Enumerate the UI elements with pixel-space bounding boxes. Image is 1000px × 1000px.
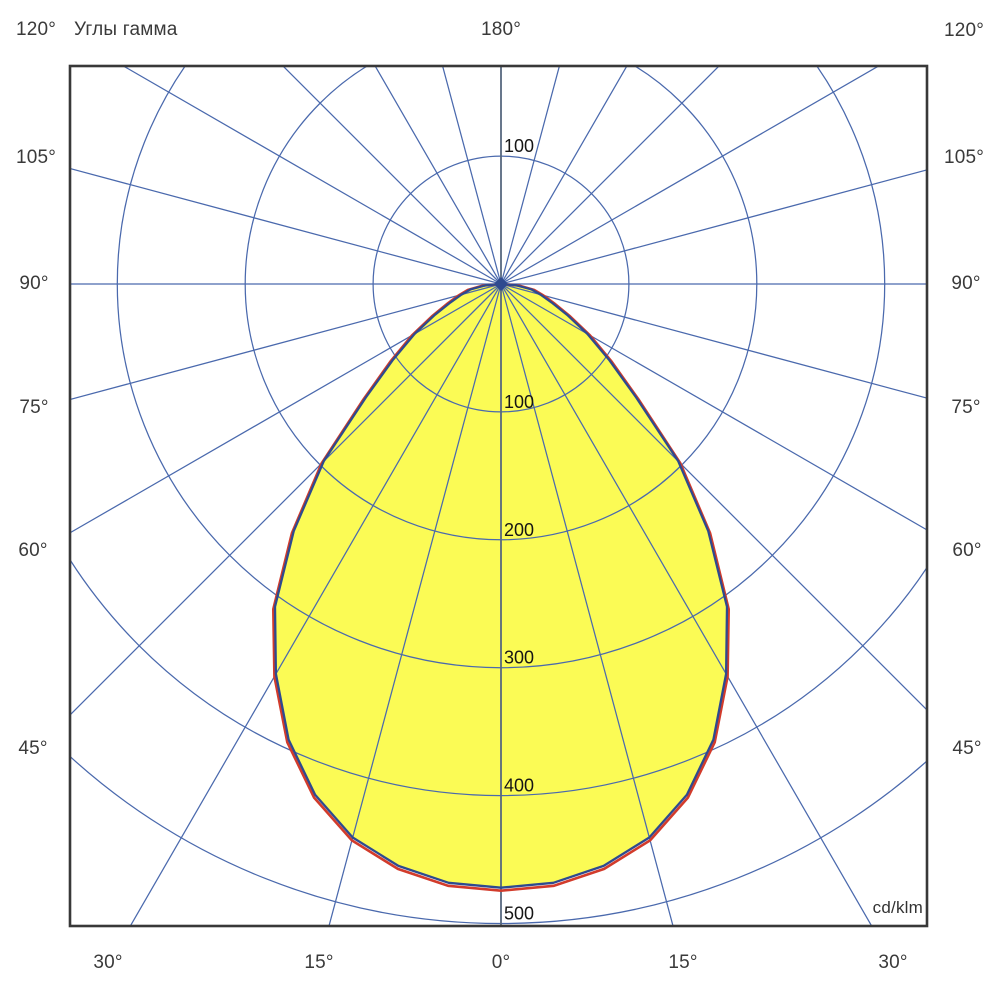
polar-spoke-300 <box>70 283 502 534</box>
polar-center-marker <box>494 277 508 291</box>
chart-title: Углы гамма <box>74 19 178 40</box>
angle-label-top-180: 180° <box>480 19 522 40</box>
polar-spoke-75 <box>500 283 927 399</box>
angle-label-bottom-right-30: 30° <box>878 952 908 973</box>
angle-label-bottom-right-15: 15° <box>668 952 698 973</box>
polar-spoke-165 <box>500 66 561 285</box>
plot-frame <box>68 64 929 928</box>
angle-label-bottom-left-30: 30° <box>93 952 123 973</box>
angle-label-right-75: 75° <box>951 397 981 418</box>
polar-spoke-150 <box>500 66 628 285</box>
polar-spoke-120 <box>500 66 880 285</box>
radial-tick-300: 300 <box>504 648 534 668</box>
polar-spoke-255 <box>70 167 502 285</box>
polar-spoke-240 <box>122 66 502 285</box>
radial-tick-500: 500 <box>504 904 534 924</box>
angle-label-left-90: 90° <box>19 273 49 294</box>
radial-tick-400: 400 <box>504 776 534 796</box>
angle-label-right-90: 90° <box>951 273 981 294</box>
angle-label-left-75: 75° <box>19 397 49 418</box>
angle-label-left-45: 45° <box>18 738 48 759</box>
angle-label-top-left-120: 120° <box>15 19 57 40</box>
angle-label-bottom-0: 0° <box>491 952 511 973</box>
angle-label-right-45: 45° <box>952 738 982 759</box>
polar-spoke-45 <box>500 283 927 711</box>
polar-spoke-30 <box>500 283 873 926</box>
polar-spoke-15 <box>500 283 674 926</box>
angle-label-left-60: 60° <box>18 540 48 561</box>
polar-spoke-285 <box>70 283 502 401</box>
polar-spoke-60 <box>500 283 927 531</box>
polar-spoke-330 <box>129 283 502 926</box>
polar-spoke-225 <box>282 66 502 285</box>
polar-spoke-105 <box>500 169 927 285</box>
polar-spoke-195 <box>441 66 502 285</box>
angle-label-right-105: 105° <box>943 147 985 168</box>
radial-tick-200: 200 <box>504 520 534 540</box>
polar-spoke-135 <box>500 66 720 285</box>
unit-label: cd/klm <box>872 898 923 917</box>
polar-spoke-315 <box>70 283 502 716</box>
angle-label-top-right-120: 120° <box>943 20 985 41</box>
radial-tick-upper-100: 100 <box>504 136 534 156</box>
polar-spoke-345 <box>328 283 502 926</box>
angle-label-right-60: 60° <box>952 540 982 561</box>
intensity-curve-primary <box>273 282 729 889</box>
angle-label-left-105: 105° <box>15 147 57 168</box>
polar-spoke-210 <box>374 66 502 285</box>
radial-tick-100: 100 <box>504 392 534 412</box>
angle-label-bottom-left-15: 15° <box>304 952 334 973</box>
